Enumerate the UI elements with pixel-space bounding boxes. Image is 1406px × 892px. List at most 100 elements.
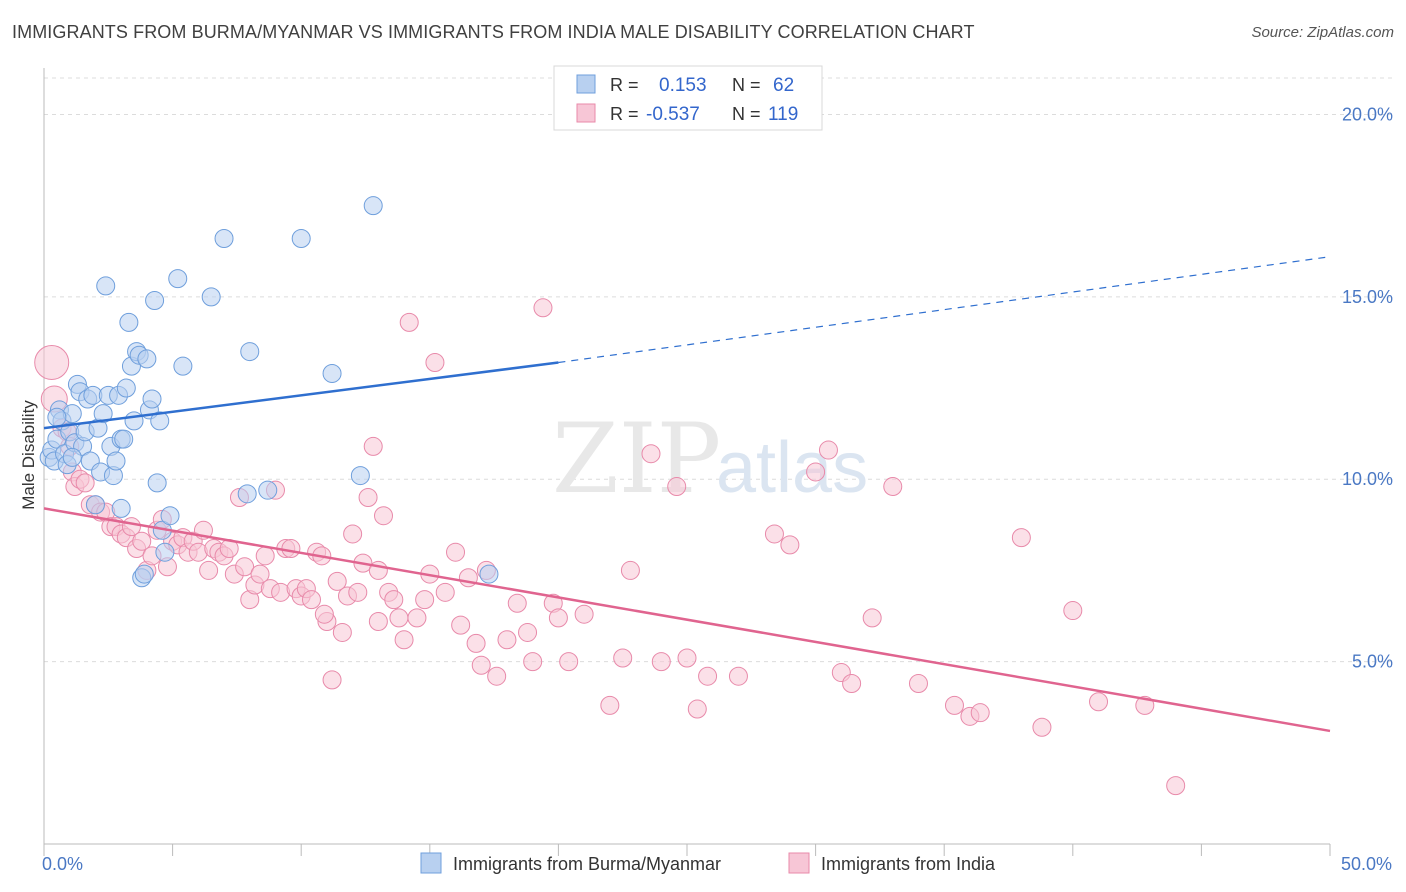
data-point: [291, 228, 311, 248]
legend-bottom-label-india: Immigrants from India: [821, 854, 996, 874]
data-point: [237, 484, 257, 504]
legend-r-label: R =: [610, 75, 639, 95]
y-axis-tick-labels: 5.0% 10.0% 15.0% 20.0%: [1342, 104, 1393, 671]
data-point: [160, 506, 180, 526]
data-point: [114, 429, 134, 449]
data-point: [487, 666, 507, 686]
legend-r-label: R =: [610, 104, 639, 124]
trend-line-burma-extension: [558, 256, 1331, 364]
legend-bottom-swatch-india: [788, 852, 810, 874]
data-point: [145, 291, 165, 311]
data-point: [479, 564, 499, 584]
x-axis-ticks: 0.0% 50.0%: [42, 844, 1392, 874]
data-point: [111, 498, 131, 518]
data-point: [806, 462, 826, 482]
data-point: [818, 440, 838, 460]
data-point: [281, 539, 301, 559]
data-point: [451, 615, 471, 635]
data-point: [497, 630, 517, 650]
data-point: [173, 356, 193, 376]
legend-bottom-label-burma: Immigrants from Burma/Myanmar: [453, 854, 721, 874]
legend-bottom-swatch-burma: [420, 852, 442, 874]
legend-r-value-burma: 0.153: [659, 75, 707, 96]
legend-n-label: N =: [732, 75, 761, 95]
data-point: [389, 608, 409, 628]
watermark-atlas: atlas: [716, 428, 868, 508]
data-point: [374, 506, 394, 526]
data-point: [862, 608, 882, 628]
data-point: [142, 389, 162, 409]
data-point: [518, 622, 538, 642]
data-point: [780, 535, 800, 555]
data-point: [842, 674, 862, 694]
legend-n-value-india: 119: [768, 104, 798, 125]
data-point: [75, 473, 95, 493]
data-point: [358, 487, 378, 507]
data-point: [47, 407, 67, 427]
chart-title: IMMIGRANTS FROM BURMA/MYANMAR VS IMMIGRA…: [12, 22, 975, 42]
data-point: [399, 312, 419, 332]
data-point: [62, 404, 82, 424]
legend-r-value-india: -0.537: [646, 104, 700, 125]
data-point: [188, 542, 208, 562]
data-point: [119, 312, 139, 332]
data-point: [96, 276, 116, 296]
data-point: [883, 477, 903, 497]
data-point: [435, 582, 455, 602]
data-point: [425, 353, 445, 373]
series-india-points: [34, 298, 1186, 796]
data-point: [559, 652, 579, 672]
data-point: [85, 495, 105, 515]
data-point: [407, 608, 427, 628]
data-point: [574, 604, 594, 624]
data-point: [613, 648, 633, 668]
data-point: [332, 622, 352, 642]
data-point: [93, 404, 113, 424]
data-point: [314, 604, 334, 624]
data-point: [728, 666, 748, 686]
data-point: [507, 593, 527, 613]
source-credit: Source: ZipAtlas.com: [1251, 24, 1394, 41]
data-point: [641, 444, 661, 464]
data-point: [301, 590, 321, 610]
data-point: [258, 480, 278, 500]
data-point: [764, 524, 784, 544]
data-point: [343, 524, 363, 544]
y-tick-label: 5.0%: [1352, 652, 1393, 672]
data-point: [944, 695, 964, 715]
data-point: [271, 582, 291, 602]
data-point: [384, 590, 404, 610]
data-point: [687, 699, 707, 719]
data-point: [62, 447, 82, 467]
data-point: [1011, 528, 1031, 548]
data-point: [600, 695, 620, 715]
data-point: [970, 703, 990, 723]
data-point: [1032, 717, 1052, 737]
data-point: [350, 466, 370, 486]
y-tick-label: 15.0%: [1342, 287, 1393, 307]
data-point: [137, 349, 157, 369]
data-point: [548, 608, 568, 628]
data-point: [322, 670, 342, 690]
data-point: [533, 298, 553, 318]
data-point: [677, 648, 697, 668]
trend-lines: [43, 256, 1331, 733]
data-point: [168, 269, 188, 289]
data-point: [394, 630, 414, 650]
data-point: [134, 564, 154, 584]
data-point: [620, 560, 640, 580]
y-tick-label: 10.0%: [1342, 469, 1393, 489]
series-burma-points: [39, 196, 499, 588]
data-point: [132, 531, 152, 551]
trend-line-india: [43, 507, 1331, 733]
data-point: [466, 633, 486, 653]
data-point: [150, 411, 170, 431]
data-point: [667, 477, 687, 497]
data-point: [34, 345, 70, 381]
watermark: ZIP atlas: [552, 403, 868, 515]
data-point: [201, 287, 221, 307]
data-point: [155, 542, 175, 562]
legend-bottom: Immigrants from Burma/Myanmar Immigrants…: [420, 852, 996, 874]
data-point: [250, 564, 270, 584]
data-point: [199, 560, 219, 580]
